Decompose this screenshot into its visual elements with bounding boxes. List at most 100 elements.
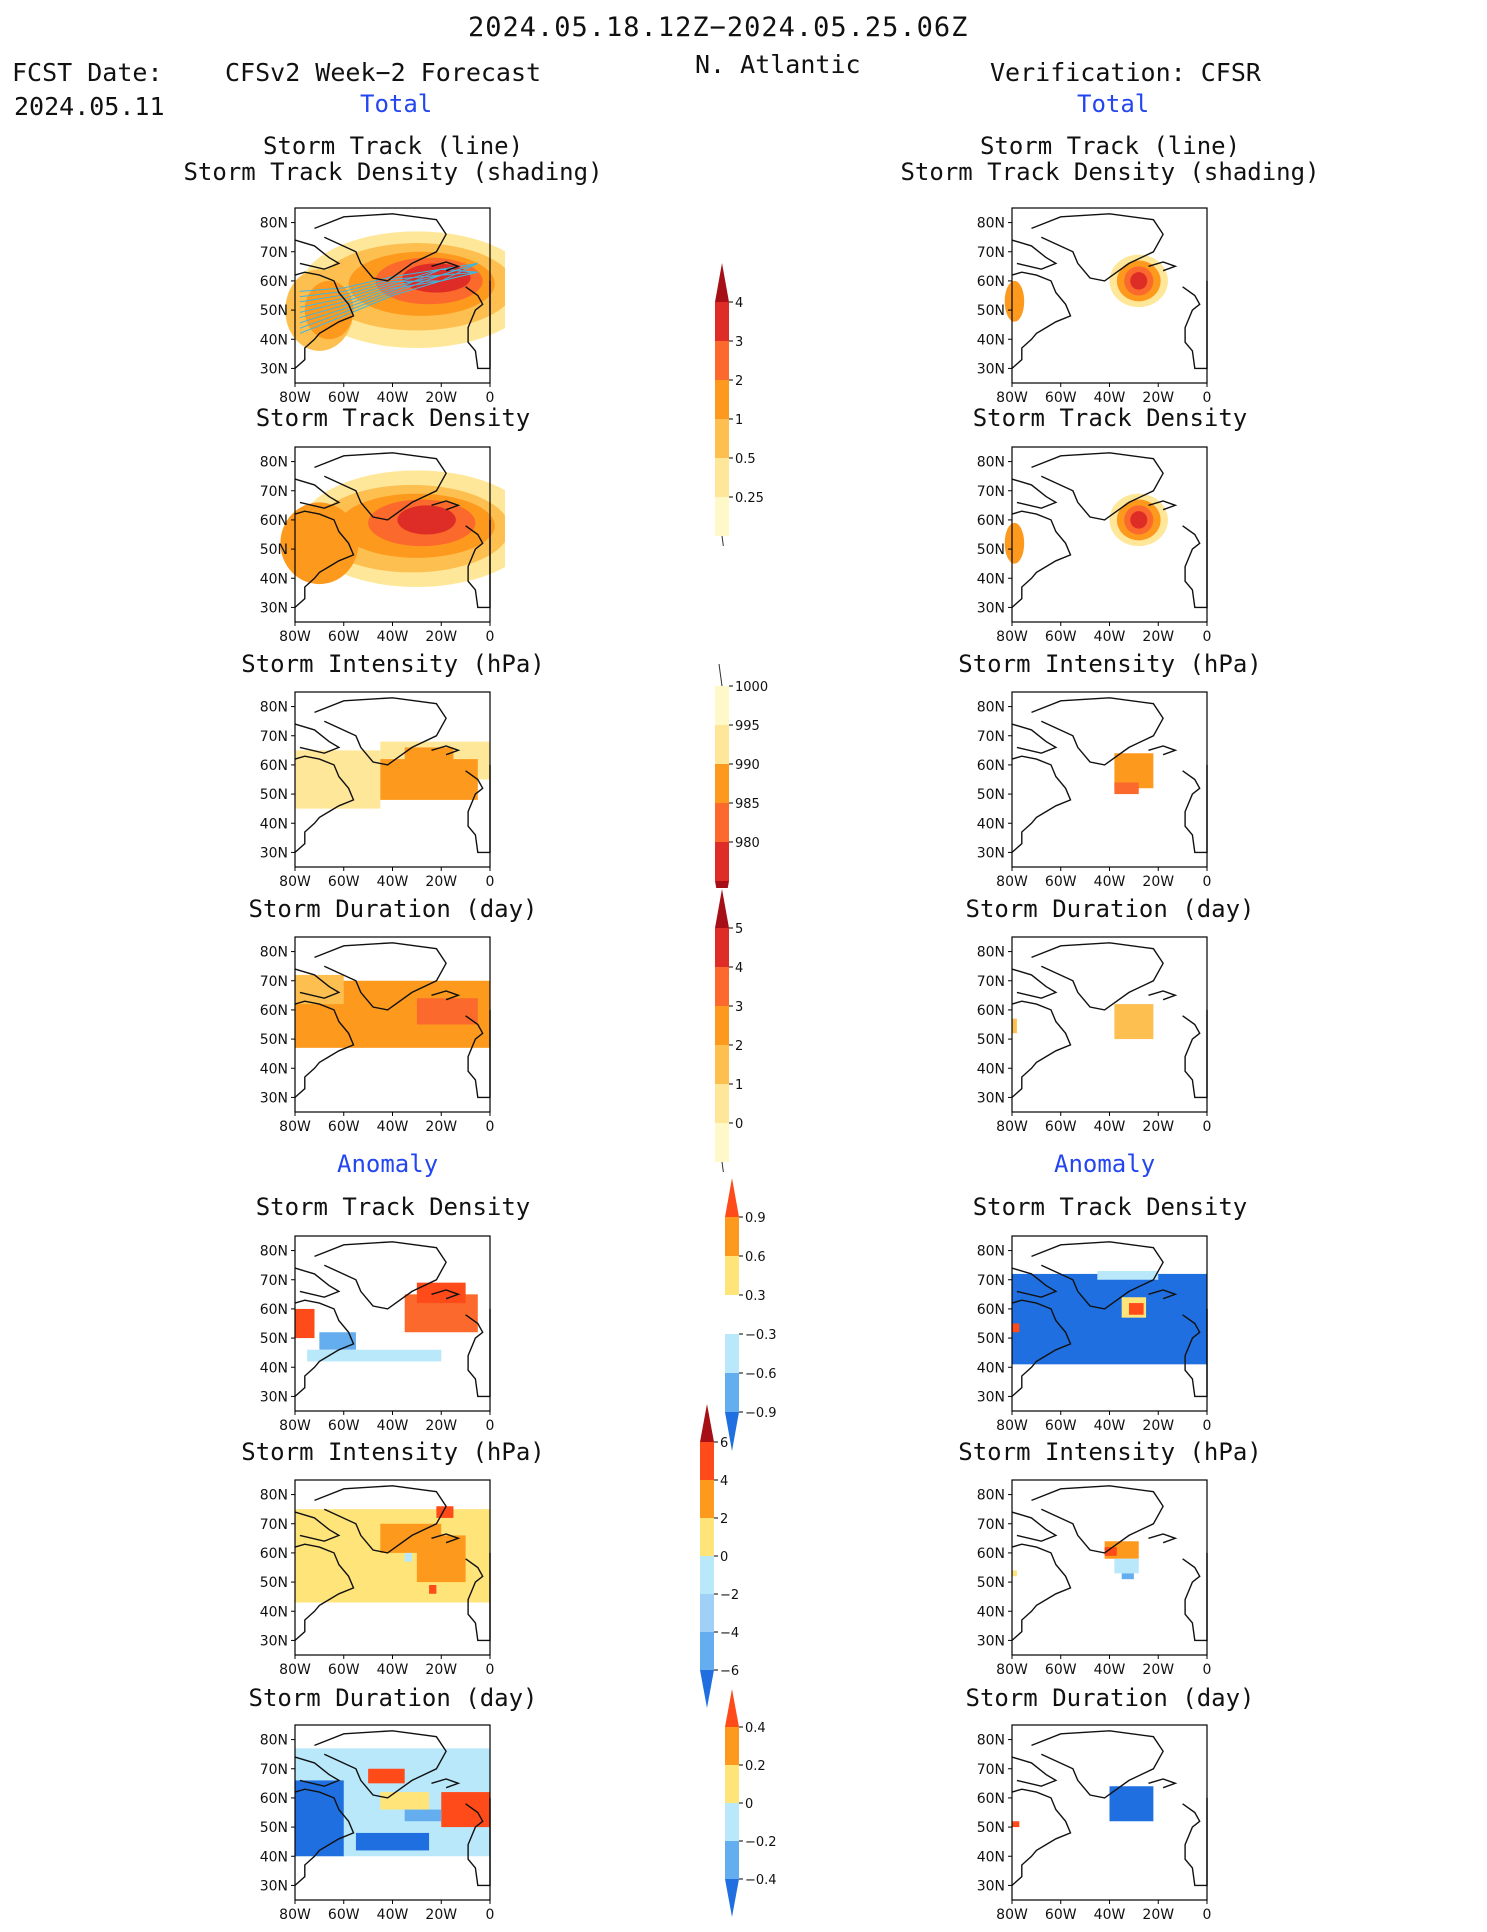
lon-tick-label: 80W	[996, 1662, 1028, 1678]
colorbar-tick-label: 0.3	[745, 1289, 766, 1304]
colorbar-arrow-bottom	[725, 1879, 739, 1917]
lat-tick-label: 80N	[260, 216, 288, 232]
lat-tick-label: 60N	[260, 1302, 288, 1318]
lat-tick-label: 50N	[977, 787, 1005, 803]
lat-tick-label: 30N	[977, 1090, 1005, 1106]
colorbar-segment	[700, 1480, 714, 1518]
map-panel-R5: 80N 70N 60N 50N 40N 30N 80W 60W 40W 20W 0	[977, 1235, 1211, 1434]
coastline	[294, 1730, 491, 1887]
lat-tick-label: 50N	[260, 1331, 288, 1347]
field-shading	[416, 998, 478, 1025]
field-shading	[1130, 272, 1148, 290]
colorbar-segment	[715, 380, 729, 419]
coastline	[1011, 1241, 1208, 1398]
map-panel-R3: 80N 70N 60N 50N 40N 30N 80W 60W 40W 20W 0	[977, 691, 1211, 890]
lat-tick-label: 80N	[260, 1733, 288, 1749]
colorbar-tick-label: 0	[720, 1550, 728, 1565]
colorbar-tick-label: 980	[735, 836, 760, 851]
lon-tick-label: 60W	[328, 1907, 360, 1923]
panel1-left-title-line: Storm Track (line)	[262, 132, 524, 160]
colorbar-segment	[715, 497, 729, 536]
storm-track-line	[299, 262, 478, 308]
colorbar-segment	[700, 1632, 714, 1670]
map-plot-area: 80N 70N 60N 50N 40N 30N 80W 60W 40W 20W 0	[977, 1479, 1211, 1678]
lat-tick-label: 50N	[977, 303, 1005, 319]
fcst-date-value: 2024.05.11	[14, 92, 165, 121]
lon-tick-label: 40W	[377, 1418, 409, 1434]
lat-tick-label: 50N	[260, 1032, 288, 1048]
lon-tick-label: 20W	[1142, 1907, 1174, 1923]
map-plot-area: 80N 70N 60N 50N 40N 30N 80W 60W 40W 20W 0	[977, 1235, 1211, 1434]
lon-tick-label: 20W	[425, 1662, 457, 1678]
map-plot-area: 80N 70N 60N 50N 40N 30N 80W 60W 40W 20W 0	[977, 207, 1212, 406]
colorbar-tick-label: −4	[720, 1626, 739, 1641]
lat-tick-label: 40N	[260, 1849, 288, 1865]
colorbar-tick-label: 2	[720, 1512, 728, 1527]
lat-tick-label: 30N	[977, 1389, 1005, 1405]
colorbar-tick-label: −0.9	[745, 1406, 777, 1421]
lat-tick-label: 40N	[260, 816, 288, 832]
lat-tick-label: 80N	[977, 216, 1005, 232]
lat-tick-label: 80N	[977, 1244, 1005, 1260]
colorbar-segment	[715, 928, 729, 967]
lon-tick-label: 40W	[1094, 629, 1126, 645]
colorbar-track-density: 4 3 2 1 0.5 0.25	[715, 263, 764, 546]
lon-tick-label: 40W	[1094, 1119, 1126, 1135]
map-panel-L4: 80N 70N 60N 50N 40N 30N 80W 60W 40W 20W 0	[260, 936, 494, 1135]
lon-tick-label: 60W	[1045, 629, 1077, 645]
storm-track-line	[299, 271, 478, 313]
lat-tick-label: 30N	[260, 845, 288, 861]
lon-tick-label: 0	[486, 874, 495, 890]
field-shading	[1012, 1018, 1017, 1034]
lat-tick-label: 70N	[977, 1517, 1005, 1533]
lon-tick-label: 80W	[279, 1907, 311, 1923]
field-shading	[1012, 1821, 1020, 1828]
colorbar-segment	[715, 1045, 729, 1084]
lon-tick-label: 60W	[328, 1418, 360, 1434]
lon-tick-label: 80W	[279, 390, 311, 406]
lat-tick-label: 70N	[260, 1273, 288, 1289]
field-shading	[295, 750, 381, 809]
colorbar-tick-label: 985	[735, 797, 760, 812]
coastline	[294, 1241, 491, 1398]
coastline	[1011, 1730, 1208, 1887]
colorbar-segment	[725, 1727, 739, 1765]
coastline	[1011, 942, 1208, 1099]
lon-tick-label: 80W	[279, 874, 311, 890]
map-plot-area: 80N 70N 60N 50N 40N 30N 80W 60W 40W 20W 0	[260, 1479, 494, 1678]
coastline	[1011, 452, 1208, 609]
panel1-right-title-line: Storm Track (line)	[979, 132, 1241, 160]
colorbar-arrow-top	[715, 263, 729, 302]
lat-tick-label: 70N	[260, 1762, 288, 1778]
lon-tick-label: 60W	[1045, 1907, 1077, 1923]
panel4-left-title: Storm Duration (day)	[248, 895, 538, 923]
lat-tick-label: 50N	[260, 1820, 288, 1836]
lon-tick-label: 80W	[996, 874, 1028, 890]
field-shading	[1130, 511, 1148, 529]
map-plot-area: 80N 70N 60N 50N 40N 30N 80W 60W 40W 20W 0	[260, 446, 505, 645]
lat-tick-label: 50N	[260, 542, 288, 558]
lon-tick-label: 40W	[377, 1662, 409, 1678]
lat-tick-label: 50N	[260, 787, 288, 803]
lat-tick-label: 70N	[977, 484, 1005, 500]
map-plot-area: 80N 70N 60N 50N 40N 30N 80W 60W 40W 20W 0	[260, 691, 495, 890]
colorbar-anomaly-storm-duration: 0.4 0.2 0 −0.2 −0.4	[725, 1689, 777, 1917]
map-plot-area: 80N 70N 60N 50N 40N 30N 80W 60W 40W 20W 0	[977, 691, 1211, 890]
colorbar-segment	[725, 1256, 739, 1295]
colorbar-tick-label: 1000	[735, 680, 768, 695]
colorbar-segment	[715, 764, 729, 803]
colorbar-tick-label: 2	[735, 1039, 743, 1054]
colorbar-segment	[715, 341, 729, 380]
colorbar-tick-label: 5	[735, 922, 743, 937]
panel3-right-title: Storm Intensity (hPa)	[958, 650, 1262, 678]
lon-tick-label: 60W	[1045, 1662, 1077, 1678]
panel4-right-title: Storm Duration (day)	[965, 895, 1255, 923]
colorbar-segment	[715, 842, 729, 881]
lon-tick-label: 0	[1203, 1119, 1212, 1135]
colorbar-segment	[715, 419, 729, 458]
map-panel-R7: 80N 70N 60N 50N 40N 30N 80W 60W 40W 20W 0	[977, 1724, 1211, 1923]
panel3-left-title: Storm Intensity (hPa)	[241, 650, 545, 678]
colorbar-tick-label: 0	[735, 1117, 743, 1132]
map-panel-L3: 80N 70N 60N 50N 40N 30N 80W 60W 40W 20W 0	[260, 691, 495, 890]
lon-tick-label: 0	[1203, 390, 1212, 406]
